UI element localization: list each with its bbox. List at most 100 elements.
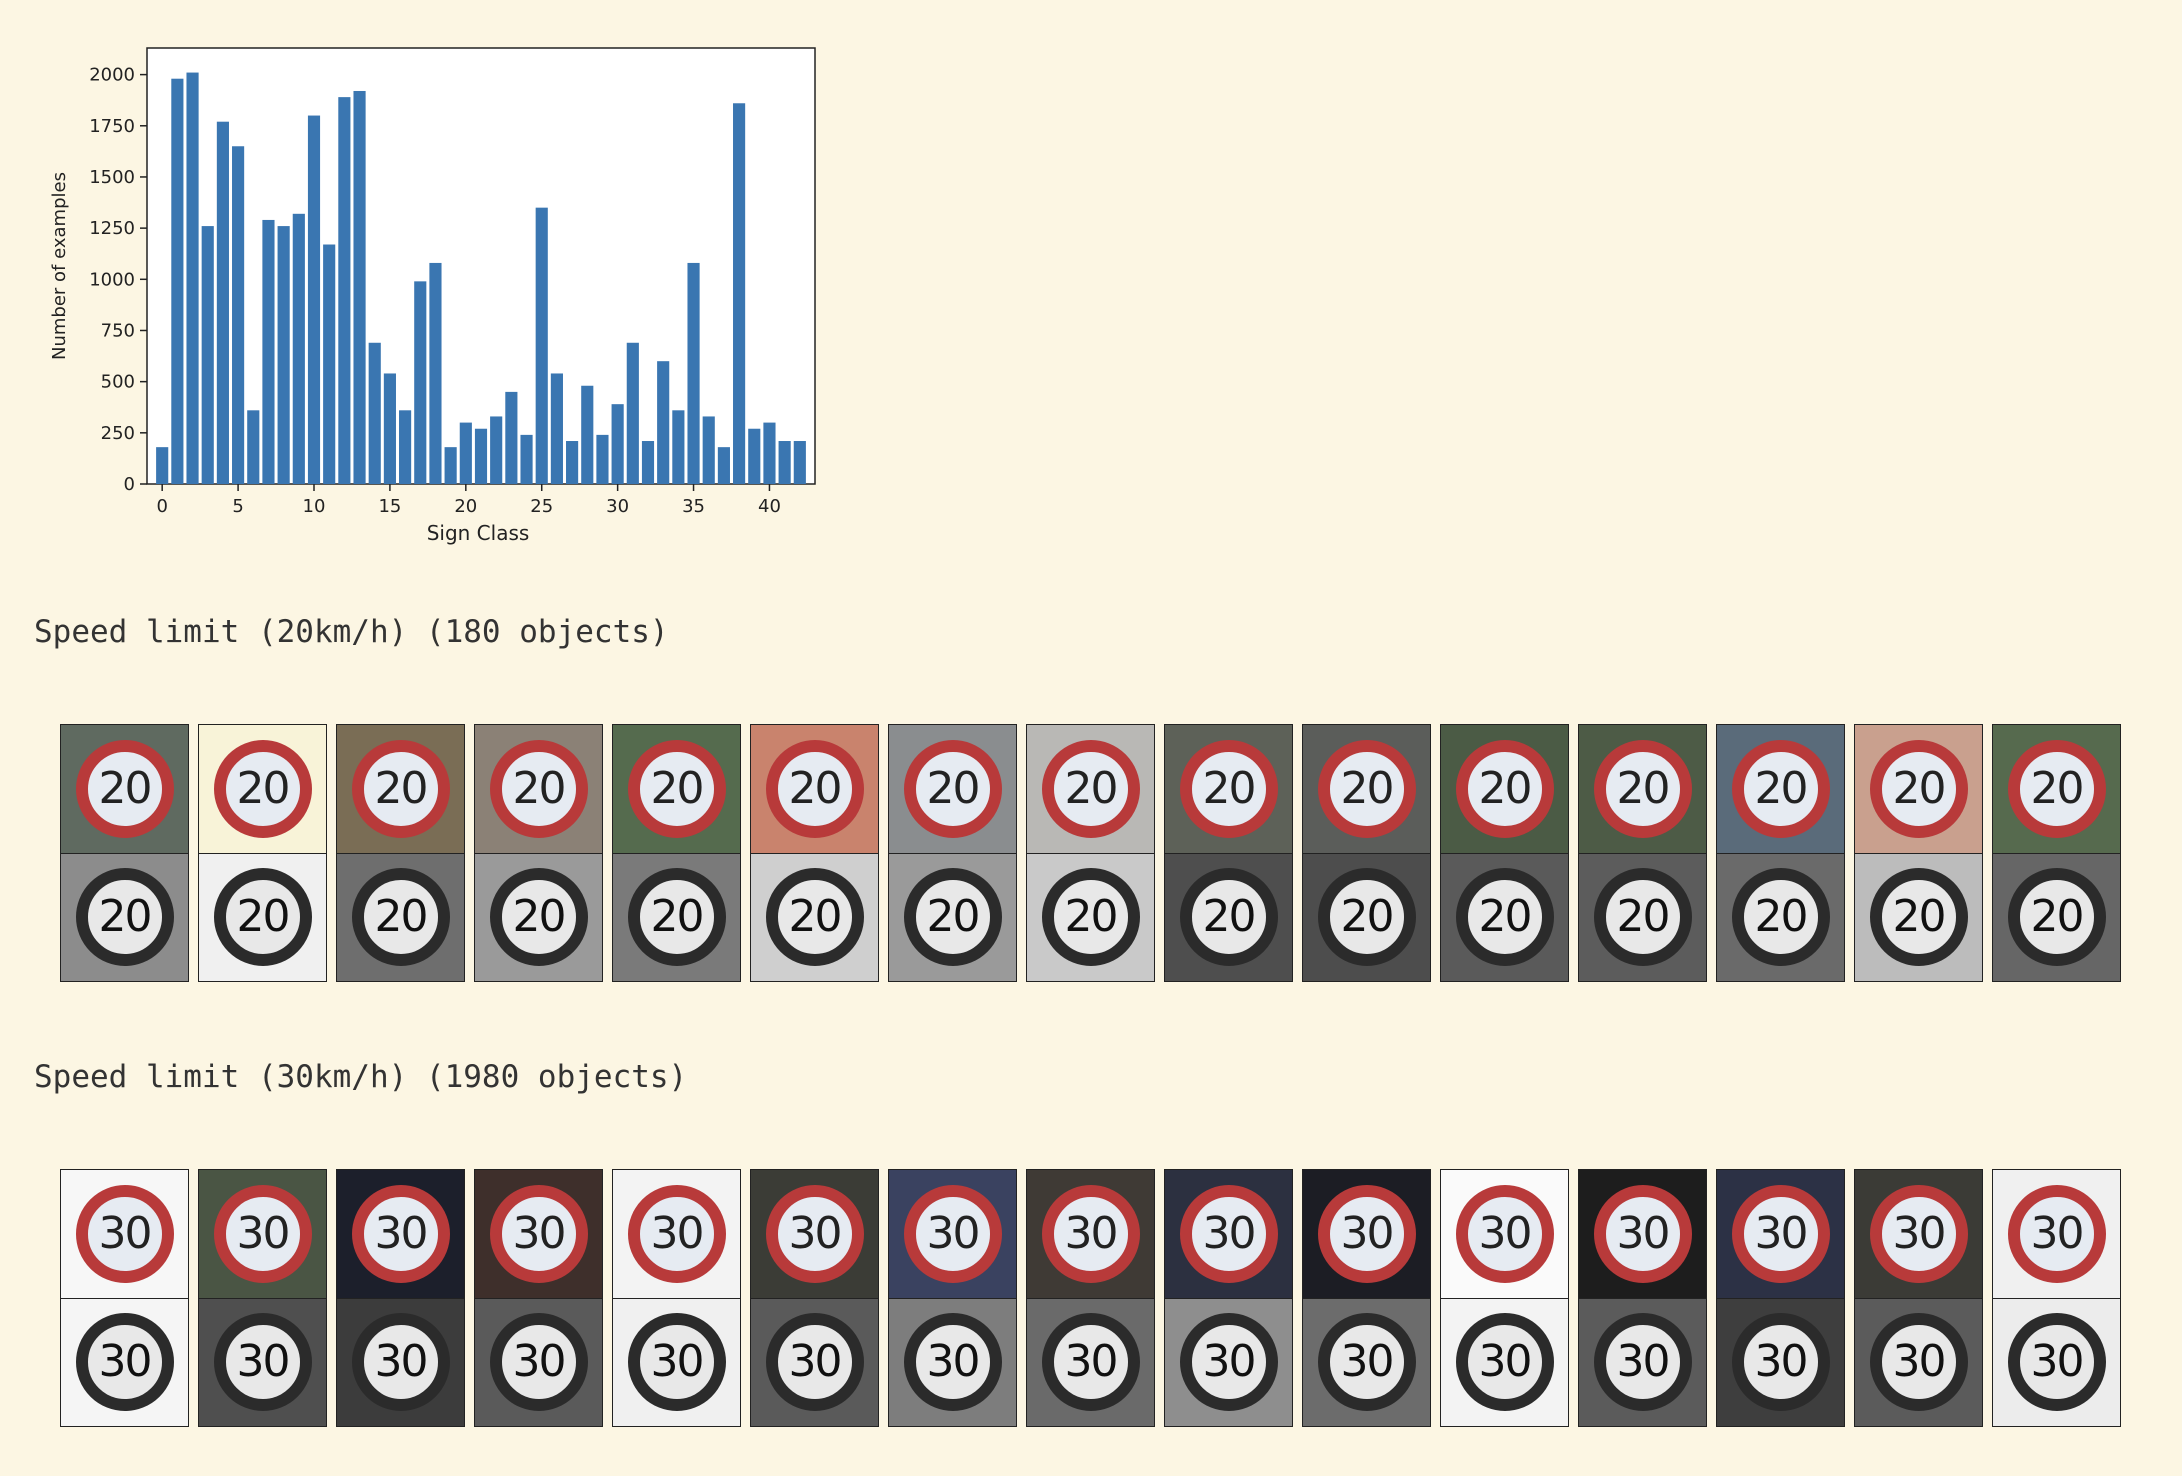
sign-thumbnail: 20 20 [1578,724,1707,982]
sign-number: 20 [236,762,291,814]
color-sign-image: 30 [1027,1170,1154,1299]
speed-limit-sign-icon: 30 [351,1184,450,1283]
speed-limit-sign-icon: 30 [2007,1313,2106,1412]
grayscale-sign-image: 20 [475,853,602,981]
sign-number: 20 [1202,891,1257,943]
x-tick-label: 5 [232,496,243,517]
sign-number: 20 [650,891,705,943]
color-sign-image: 20 [1165,725,1292,854]
sign-thumbnail: 20 20 [612,724,741,982]
bar-class-42 [793,441,806,484]
color-sign-image: 30 [1717,1170,1844,1299]
bar-class-13 [353,90,366,485]
speed-limit-sign-icon: 20 [75,739,174,838]
speed-limit-sign-icon: 20 [489,739,588,838]
sign-number: 30 [236,1336,291,1388]
bar-class-38 [733,103,746,484]
color-sign-image: 20 [889,725,1016,854]
sign-number: 30 [650,1207,705,1259]
bar-class-29 [596,434,609,484]
color-sign-image: 20 [1717,725,1844,854]
sign-number: 20 [926,762,981,814]
sign-number: 20 [788,891,843,943]
sign-thumbnail: 20 20 [1716,724,1845,982]
grayscale-sign-image: 30 [1993,1298,2120,1426]
thumb-strip: 30 30 30 30 30 30 30 30 30 30 30 30 30 30 30 30 30 30 30 30… [60,1169,2121,1427]
y-tick-label: 0 [124,474,135,495]
sign-number: 20 [512,762,567,814]
bar-class-10 [307,115,321,485]
sign-number: 20 [2030,762,2085,814]
color-sign-image: 20 [1579,725,1706,854]
speed-limit-sign-icon: 20 [1179,868,1278,967]
speed-limit-sign-icon: 20 [765,739,864,838]
sign-thumbnail: 30 30 [750,1169,879,1427]
sign-number: 20 [1478,891,1533,943]
speed-limit-sign-icon: 30 [1731,1313,1830,1412]
bar-class-32 [641,441,655,484]
grayscale-sign-image: 30 [199,1298,326,1426]
grayscale-sign-image: 30 [1303,1298,1430,1426]
speed-limit-sign-icon: 30 [1593,1313,1692,1412]
sign-number: 30 [1064,1207,1119,1259]
sign-number: 30 [374,1207,429,1259]
sign-thumbnail: 30 30 [336,1169,465,1427]
color-sign-image: 30 [1993,1170,2120,1299]
bar-class-8 [277,226,290,484]
speed-limit-sign-icon: 30 [489,1313,588,1412]
speed-limit-sign-icon: 20 [1731,868,1830,967]
speed-limit-sign-icon: 30 [1179,1313,1278,1412]
grayscale-sign-image: 30 [751,1298,878,1426]
speed-limit-sign-icon: 20 [765,868,864,967]
sign-number: 30 [512,1336,567,1388]
bar-class-0 [156,447,169,484]
speed-limit-sign-icon: 30 [903,1184,1002,1283]
bar-class-26 [550,373,563,484]
speed-limit-sign-icon: 20 [75,868,174,967]
bar-class-20 [459,422,472,484]
x-tick-label: 30 [606,496,629,517]
grayscale-sign-image: 30 [1441,1298,1568,1426]
sign-number: 20 [374,762,429,814]
color-sign-image: 30 [475,1170,602,1299]
color-sign-image: 30 [199,1170,326,1299]
bar-class-30 [611,404,624,484]
speed-limit-sign-icon: 30 [351,1313,450,1412]
bar-class-12 [338,97,351,484]
bar-class-3 [201,226,214,484]
color-sign-image: 20 [613,725,740,854]
sign-number: 30 [1754,1336,1809,1388]
x-tick-label: 15 [378,496,401,517]
bar-class-27 [566,441,579,484]
speed-limit-sign-icon: 20 [213,739,312,838]
sign-number: 20 [1754,762,1809,814]
color-sign-image: 30 [1303,1170,1430,1299]
bar-class-34 [672,410,685,484]
y-tick-label: 1250 [89,218,135,239]
grayscale-sign-image: 20 [1717,853,1844,981]
speed-limit-sign-icon: 20 [2007,868,2106,967]
sign-thumbnail: 30 30 [1026,1169,1155,1427]
bar-class-33 [657,361,670,484]
sign-number: 20 [926,891,981,943]
grayscale-sign-image: 20 [1027,853,1154,981]
sign-number: 20 [1340,891,1395,943]
sign-number: 20 [512,891,567,943]
bar-class-22 [490,416,503,484]
sign-thumbnail: 30 30 [198,1169,327,1427]
sign-thumbnail: 20 20 [1854,724,1983,982]
speed-limit-sign-icon: 30 [765,1313,864,1412]
bar-class-37 [717,447,730,484]
speed-limit-sign-icon: 30 [1593,1184,1692,1283]
color-sign-image: 30 [1579,1170,1706,1299]
speed-limit-sign-icon: 20 [351,739,450,838]
speed-limit-sign-icon: 20 [1041,739,1140,838]
speed-limit-sign-icon: 20 [213,868,312,967]
bar-class-23 [505,391,518,484]
grayscale-sign-image: 30 [1855,1298,1982,1426]
speed-limit-sign-icon: 20 [1869,868,1968,967]
x-tick-label: 35 [682,496,705,517]
sign-thumbnail: 30 30 [1164,1169,1293,1427]
sign-thumbnail: 20 20 [1440,724,1569,982]
speed-limit-sign-icon: 30 [1869,1313,1968,1412]
